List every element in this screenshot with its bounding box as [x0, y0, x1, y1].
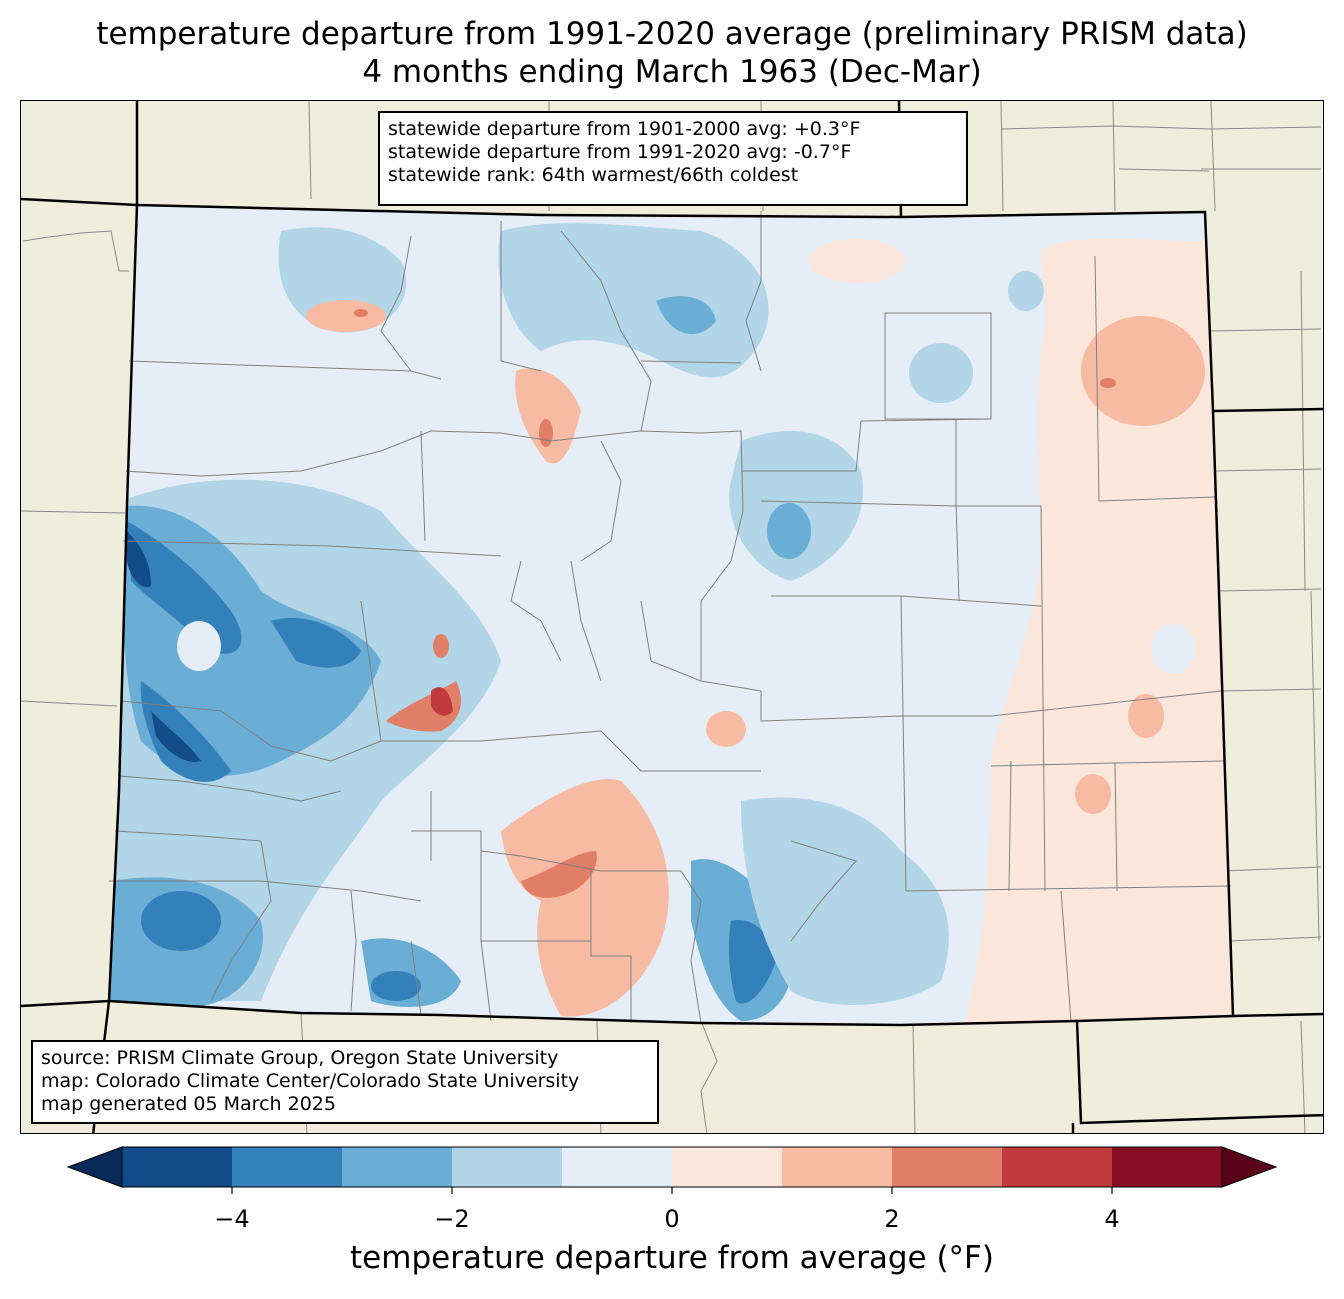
colorbar-tick-label: 2 — [884, 1205, 900, 1233]
generated-date-line: map generated 05 March 2025 — [41, 1093, 336, 1115]
colorbar-ticks — [231, 1187, 1113, 1194]
map-title-line1: temperature departure from 1991-2020 ave… — [96, 16, 1248, 52]
colorbar-tick-label: −4 — [214, 1205, 250, 1233]
colorbar-under-arrow — [66, 1146, 123, 1188]
colorbar-bin-9 — [1112, 1147, 1222, 1187]
temperature-field — [109, 205, 1233, 1025]
colorbar-bin-2 — [342, 1147, 452, 1187]
statewide-stats-box: statewide departure from 1901-2000 avg: … — [378, 111, 968, 206]
colorbar-bin-8 — [1002, 1147, 1112, 1187]
colorbar-tick-label: 0 — [664, 1205, 680, 1233]
colorbar-bins — [122, 1147, 1222, 1187]
map-credit-line: map: Colorado Climate Center/Colorado St… — [41, 1070, 580, 1092]
map-frame — [20, 100, 1324, 1134]
county-lines — [109, 211, 1232, 1024]
colorbar-bin-7 — [892, 1147, 1002, 1187]
stats-rank: statewide rank: 64th warmest/66th coldes… — [388, 164, 799, 186]
colorbar-bin-0 — [122, 1147, 232, 1187]
source-line: source: PRISM Climate Group, Oregon Stat… — [41, 1047, 559, 1069]
colorbar-label: temperature departure from average (°F) — [350, 1240, 994, 1276]
map-title-line2: 4 months ending March 1963 (Dec-Mar) — [362, 54, 982, 90]
stats-departure-1991-2020: statewide departure from 1991-2020 avg: … — [388, 141, 852, 163]
colorbar-bin-1 — [232, 1147, 342, 1187]
colorbar-bin-4 — [562, 1147, 672, 1187]
colorbar-bin-6 — [782, 1147, 892, 1187]
source-box: source: PRISM Climate Group, Oregon Stat… — [31, 1040, 659, 1124]
colorbar — [66, 1146, 1278, 1194]
colorbar-tick-label: 4 — [1104, 1205, 1120, 1233]
stats-departure-1901-2000: statewide departure from 1901-2000 avg: … — [388, 118, 861, 140]
colorbar-bin-5 — [672, 1147, 782, 1187]
colorbar-over-arrow — [1221, 1146, 1278, 1188]
colorbar-tick-label: −2 — [434, 1205, 470, 1233]
colorbar-bin-3 — [452, 1147, 562, 1187]
map-svg — [21, 101, 1323, 1133]
